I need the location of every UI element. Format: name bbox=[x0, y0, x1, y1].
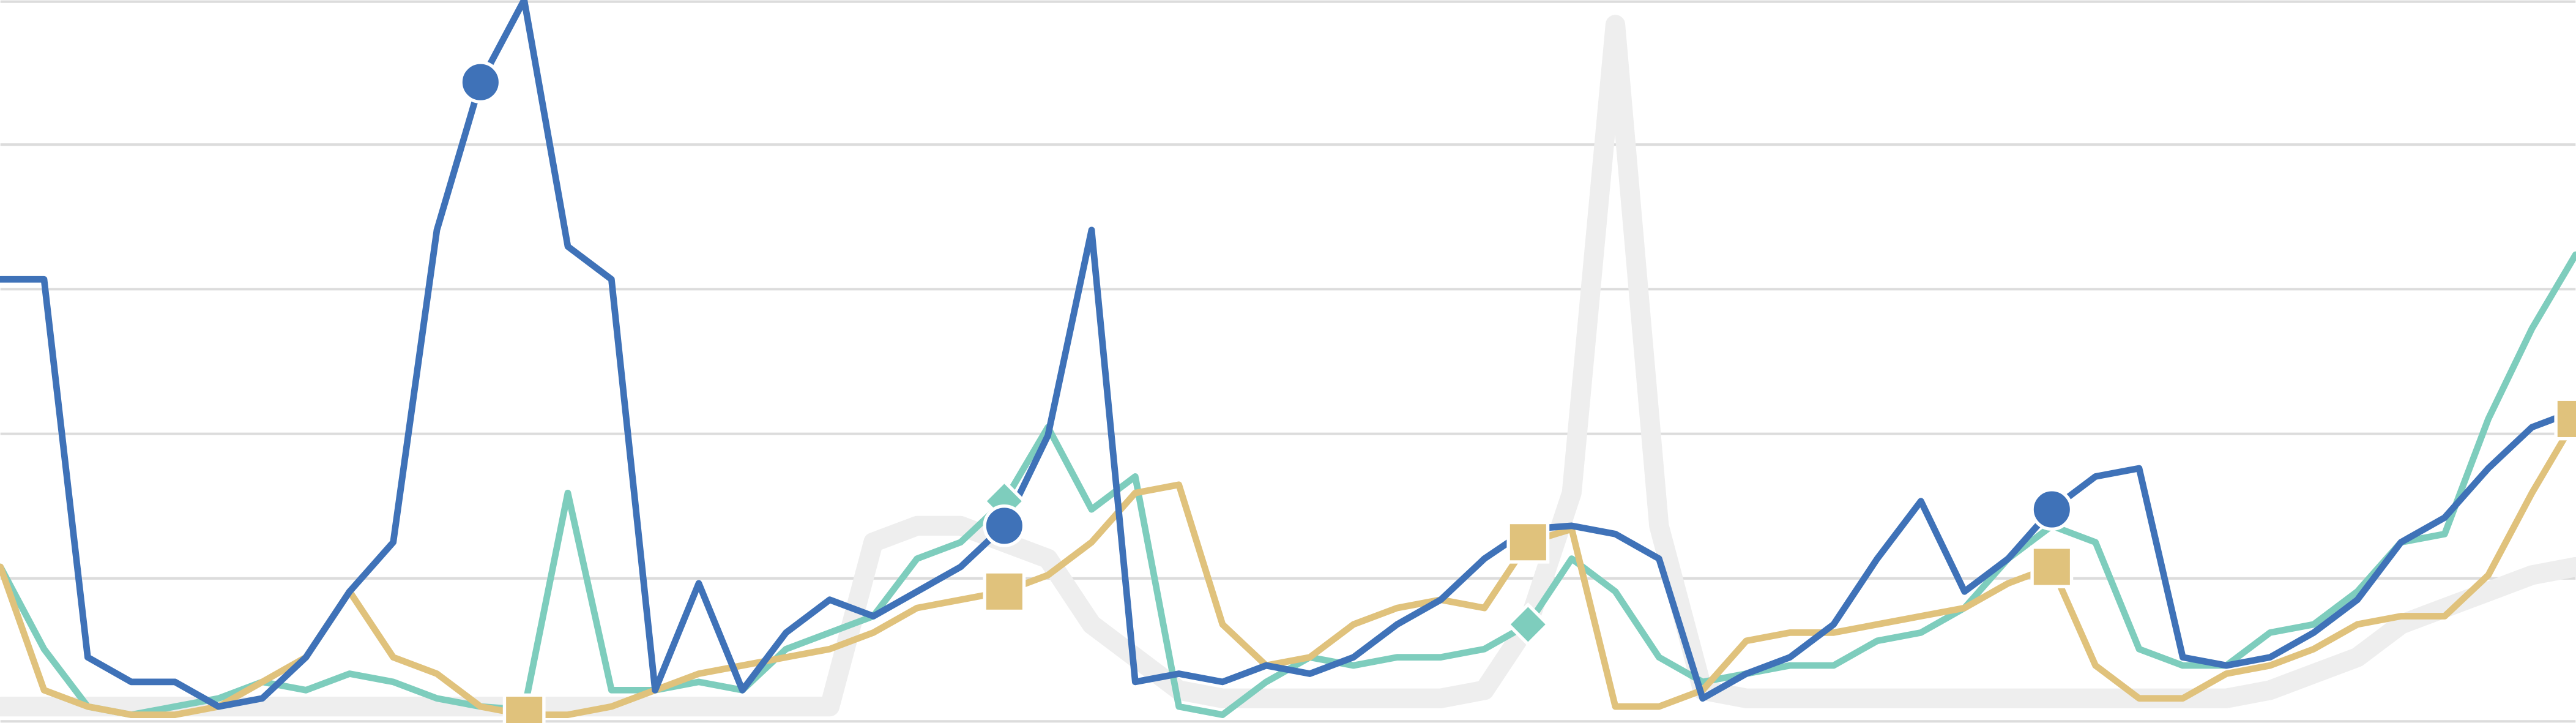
series-line bbox=[0, 416, 2576, 718]
marker-diamond bbox=[1506, 602, 1550, 646]
series-line bbox=[0, 15, 2576, 717]
marker-square bbox=[1506, 520, 1550, 564]
marker-circle bbox=[459, 61, 502, 104]
marker-circle bbox=[983, 504, 1026, 547]
marker-square bbox=[502, 693, 546, 723]
marker-square bbox=[2554, 397, 2576, 441]
marker-square bbox=[983, 570, 1026, 613]
marker-circle bbox=[2030, 488, 2074, 531]
marker-square bbox=[2030, 545, 2074, 588]
